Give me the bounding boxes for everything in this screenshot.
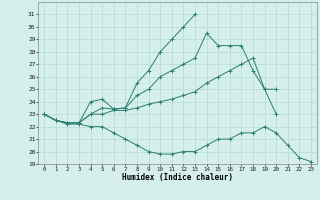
X-axis label: Humidex (Indice chaleur): Humidex (Indice chaleur) bbox=[122, 173, 233, 182]
